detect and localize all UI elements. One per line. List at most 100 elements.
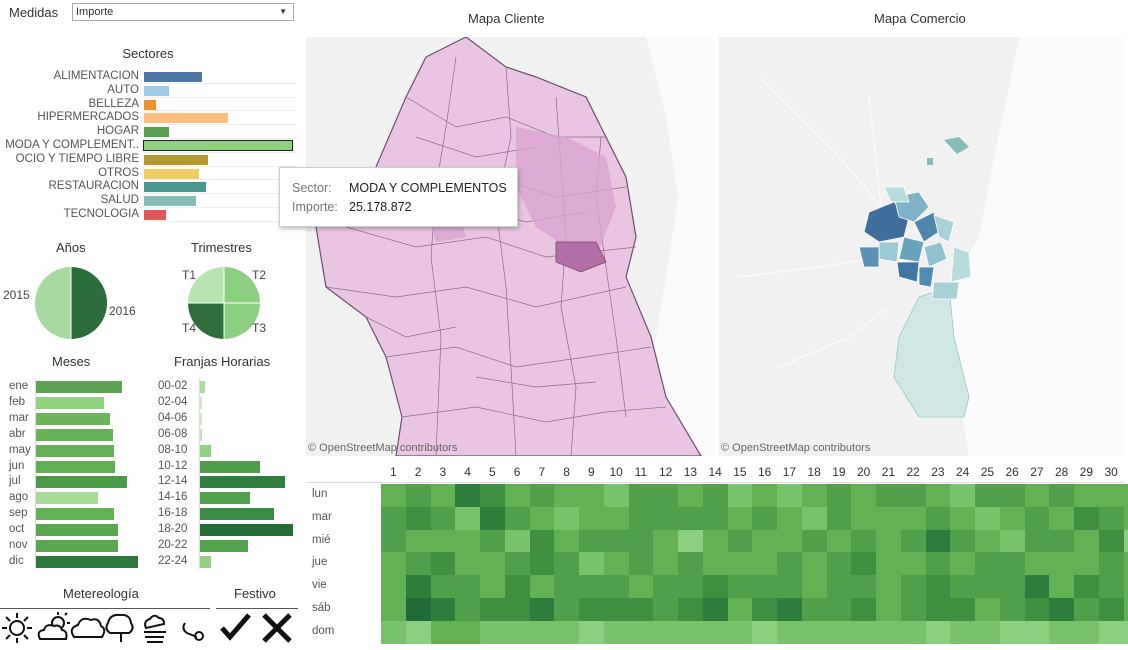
heatmap-cell[interactable] [999, 598, 1025, 622]
heatmap-cell[interactable] [455, 529, 481, 553]
heatmap-cell[interactable] [925, 620, 951, 645]
heatmap-cell[interactable] [529, 529, 555, 553]
time-slot-bar[interactable] [200, 428, 202, 441]
heatmap-cell[interactable] [628, 529, 654, 553]
heatmap-cell[interactable] [678, 506, 704, 531]
heatmap-cell[interactable] [752, 506, 778, 531]
heatmap-cell[interactable] [826, 552, 852, 576]
heatmap-cell[interactable] [653, 529, 679, 553]
heatmap-cell[interactable] [752, 575, 778, 599]
heatmap-cell[interactable] [529, 620, 555, 645]
heatmap-cell[interactable] [900, 620, 926, 645]
sector-bar[interactable] [144, 85, 170, 96]
heatmap-cell[interactable] [504, 552, 530, 576]
heatmap-cell[interactable] [1049, 529, 1075, 553]
heatmap-cell[interactable] [851, 575, 877, 599]
heatmap-cell[interactable] [925, 552, 951, 576]
sector-bar[interactable] [144, 154, 208, 165]
heatmap-cell[interactable] [405, 529, 431, 553]
heatmap-cell[interactable] [455, 484, 481, 508]
wind-icon[interactable] [182, 622, 204, 641]
heatmap-cell[interactable] [900, 575, 926, 599]
heatmap-cell[interactable] [826, 506, 852, 531]
time-slot-bar[interactable] [200, 524, 293, 537]
quarters-slice-t2[interactable] [224, 267, 260, 303]
heatmap-cell[interactable] [777, 575, 803, 599]
heatmap-cell[interactable] [554, 552, 580, 576]
heatmap-cell[interactable] [1024, 575, 1050, 599]
heatmap-cell[interactable] [975, 506, 1001, 531]
heatmap-cell[interactable] [504, 506, 530, 531]
heatmap-cell[interactable] [628, 552, 654, 576]
heatmap-cell[interactable] [876, 506, 902, 531]
heatmap-cell[interactable] [480, 552, 506, 576]
heatmap-cell[interactable] [826, 575, 852, 599]
heatmap-cell[interactable] [455, 575, 481, 599]
heatmap-cell[interactable] [727, 575, 753, 599]
month-bar[interactable] [36, 508, 114, 521]
heatmap-cell[interactable] [480, 529, 506, 553]
heatmap-cell[interactable] [1049, 484, 1075, 508]
heatmap-cell[interactable] [777, 620, 803, 645]
heatmap-cell[interactable] [777, 552, 803, 576]
time-slot-bar[interactable] [200, 396, 202, 409]
heatmap-cell[interactable] [480, 484, 506, 508]
month-bar[interactable] [36, 396, 105, 409]
heatmap-cell[interactable] [1049, 552, 1075, 576]
heatmap-cell[interactable] [1074, 575, 1100, 599]
heatmap-cell[interactable] [801, 506, 827, 531]
time-slot-bar[interactable] [200, 476, 285, 489]
heatmap-cell[interactable] [603, 529, 629, 553]
heatmap-cell[interactable] [900, 529, 926, 553]
time-slot-bar[interactable] [200, 460, 260, 473]
heatmap-cell[interactable] [702, 506, 728, 531]
heatmap-cell[interactable] [1098, 598, 1124, 622]
heatmap-cell[interactable] [752, 620, 778, 645]
heatmap-cell[interactable] [554, 506, 580, 531]
heatmap-cell[interactable] [1024, 598, 1050, 622]
month-bar[interactable] [36, 428, 113, 441]
heatmap-cell[interactable] [851, 529, 877, 553]
heatmap-cell[interactable] [1098, 575, 1124, 599]
heatmap-cell[interactable] [381, 620, 407, 645]
quarters-slice-t1[interactable] [188, 267, 224, 303]
heatmap-cell[interactable] [752, 484, 778, 508]
heatmap-cell[interactable] [702, 620, 728, 645]
heatmap-cell[interactable] [480, 598, 506, 622]
heatmap-cell[interactable] [480, 575, 506, 599]
partly-cloudy-icon[interactable] [37, 612, 70, 640]
heatmap-cell[interactable] [628, 620, 654, 645]
heatmap-cell[interactable] [1123, 552, 1128, 576]
heatmap-cell[interactable] [628, 484, 654, 508]
time-slot-bar[interactable] [200, 381, 205, 393]
heatmap-cell[interactable] [529, 484, 555, 508]
heatmap-cell[interactable] [628, 506, 654, 531]
sector-bar[interactable] [144, 210, 167, 220]
heatmap-cell[interactable] [1049, 620, 1075, 645]
heatmap-cell[interactable] [900, 506, 926, 531]
heatmap-cell[interactable] [900, 552, 926, 576]
heatmap-cell[interactable] [405, 552, 431, 576]
heatmap-cell[interactable] [405, 484, 431, 508]
heatmap-cell[interactable] [801, 575, 827, 599]
heatmap-cell[interactable] [900, 484, 926, 508]
heatmap-cell[interactable] [455, 552, 481, 576]
heatmap-cell[interactable] [1098, 506, 1124, 531]
heatmap-cell[interactable] [579, 552, 605, 576]
heatmap-cell[interactable] [455, 620, 481, 645]
heatmap-cell[interactable] [851, 598, 877, 622]
heatmap-cell[interactable] [975, 575, 1001, 599]
heatmap-cell[interactable] [950, 506, 976, 531]
heatmap-cell[interactable] [752, 529, 778, 553]
heatmap-cell[interactable] [1123, 529, 1128, 553]
heatmap-cell[interactable] [678, 484, 704, 508]
heatmap-cell[interactable] [1098, 552, 1124, 576]
heatmap-cell[interactable] [381, 506, 407, 531]
heatmap-cell[interactable] [529, 575, 555, 599]
heatmap-cell[interactable] [653, 598, 679, 622]
heatmap-cell[interactable] [801, 484, 827, 508]
heatmap-cell[interactable] [579, 506, 605, 531]
month-bar[interactable] [36, 476, 127, 489]
month-bar[interactable] [36, 492, 99, 505]
heatmap-cell[interactable] [727, 598, 753, 622]
